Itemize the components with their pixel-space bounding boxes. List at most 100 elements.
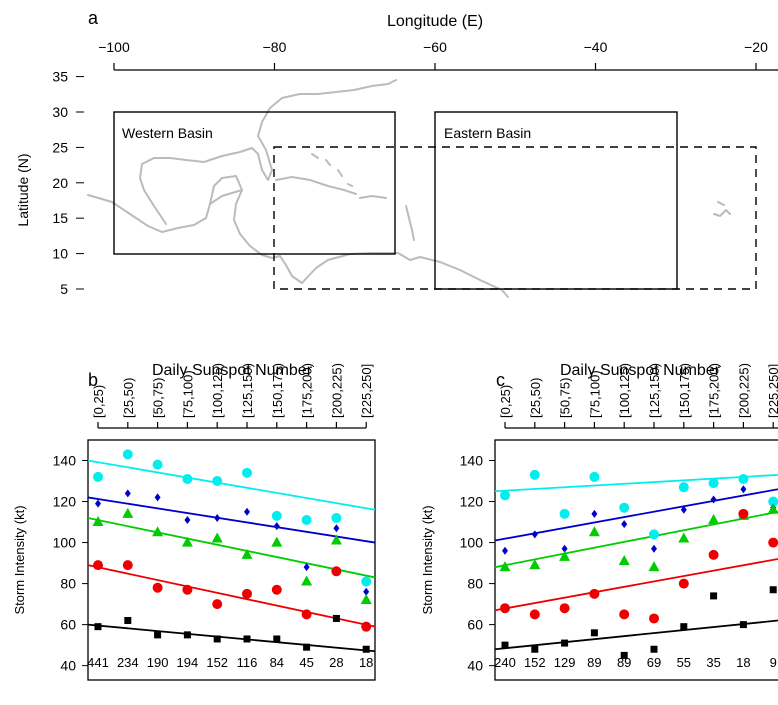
chart-b-counts: 441 234 190 194 152 116 84 45 28 18 [87, 655, 373, 670]
data-point [649, 613, 659, 624]
x-tick-label: [175,200) [300, 363, 315, 418]
count-label: 89 [617, 655, 631, 670]
data-point [242, 467, 252, 478]
data-point [122, 507, 134, 518]
data-point [531, 530, 538, 539]
data-point [559, 508, 570, 519]
data-point [271, 510, 282, 521]
map-x-tick-label: −80 [263, 39, 287, 55]
data-point [708, 478, 719, 489]
chart-b-y-ticks: 40 60 80 100 120 140 [53, 453, 88, 674]
data-point [214, 513, 221, 522]
data-point [124, 489, 131, 498]
data-point [301, 515, 312, 525]
eastern-basin-label: Eastern Basin [444, 125, 531, 141]
count-label: 45 [299, 655, 313, 670]
data-point [708, 514, 720, 524]
data-point [152, 459, 163, 470]
count-label: 129 [554, 655, 576, 670]
data-point [502, 546, 508, 555]
y-tick-label: 140 [460, 453, 484, 469]
data-point [182, 584, 193, 595]
count-label: 116 [237, 655, 258, 670]
chart-panel-c: c Daily Sunspot Number Storm Intensity (… [420, 362, 778, 681]
data-point [124, 617, 132, 625]
fit-line [87, 623, 376, 653]
x-tick-label: [0,25) [91, 385, 106, 418]
data-point [332, 614, 340, 622]
data-point [303, 643, 311, 651]
data-point [500, 490, 510, 501]
eastern-basin-box [434, 111, 678, 290]
map-x-ticks: −100 −80 −60 −40 −20 [98, 39, 768, 70]
data-point [561, 544, 568, 553]
map-y-ticks: 35 30 25 20 15 10 5 [52, 69, 84, 297]
x-tick-label: [100,125) [617, 363, 632, 418]
data-point [271, 536, 283, 547]
data-point [739, 621, 747, 629]
data-point [152, 526, 164, 537]
data-point [619, 609, 630, 620]
map-y-tick-label: 25 [52, 139, 68, 155]
chart-c-ylabel: Storm Intensity (kt) [420, 505, 435, 614]
data-point [500, 603, 510, 614]
data-point [154, 631, 162, 639]
data-point [740, 485, 747, 494]
x-tick-label: [25,50) [121, 378, 136, 418]
data-point [361, 621, 372, 632]
fit-line [87, 459, 376, 511]
data-point [559, 603, 570, 614]
chart-c-points [499, 469, 778, 659]
data-point [301, 575, 313, 586]
data-point [303, 563, 310, 572]
data-point [182, 473, 193, 484]
map-y-tick-label: 10 [52, 246, 68, 262]
western-basin-box [113, 111, 396, 255]
data-point [501, 641, 509, 649]
data-point [154, 493, 161, 502]
map-y-tick-label: 20 [52, 175, 68, 191]
y-tick-label: 100 [53, 535, 77, 551]
coastline [87, 79, 731, 298]
count-label: 152 [524, 655, 546, 670]
data-point [92, 516, 104, 527]
data-point [184, 516, 191, 524]
data-point [94, 623, 102, 631]
y-tick-label: 40 [467, 658, 483, 674]
data-point [122, 449, 133, 460]
fit-line [494, 619, 778, 651]
data-point [212, 599, 223, 610]
chart-c-fit-lines [494, 473, 778, 651]
chart-c-counts: 240 152 129 89 89 69 55 35 18 9 [494, 655, 777, 670]
fit-line [494, 510, 778, 569]
chart-c-x-ticks: [0,25) [25,50) [50,75) [75,100) [100,125) [12… [498, 363, 778, 428]
data-point [680, 623, 688, 631]
map-xlabel: Longitude (E) [387, 13, 483, 30]
x-tick-label: [125,150) [240, 363, 255, 418]
count-label: 194 [177, 655, 199, 670]
count-label: 18 [736, 655, 750, 670]
y-tick-label: 140 [53, 453, 77, 469]
data-point [183, 631, 191, 639]
data-point [680, 505, 687, 514]
map-panel: a Longitude (E) Latitude (N) −100 −80 −60−… [15, 8, 778, 298]
count-label: 234 [117, 655, 139, 670]
data-point [678, 532, 690, 543]
data-point [651, 544, 657, 553]
x-tick-label: [100,125) [210, 363, 225, 418]
count-label: 84 [270, 655, 284, 670]
data-point [561, 639, 569, 647]
data-point [678, 578, 689, 589]
x-tick-label: [200,225) [329, 363, 344, 418]
data-point [589, 588, 600, 599]
x-tick-label: [75,100) [180, 370, 195, 418]
x-tick-label: [150,175) [677, 363, 692, 418]
data-point [331, 512, 342, 523]
x-tick-label: [225,250] [359, 364, 374, 418]
y-tick-label: 80 [467, 576, 483, 592]
data-point [333, 524, 340, 533]
count-label: 28 [329, 655, 343, 670]
fit-line [494, 558, 778, 612]
y-tick-label: 40 [60, 658, 76, 674]
